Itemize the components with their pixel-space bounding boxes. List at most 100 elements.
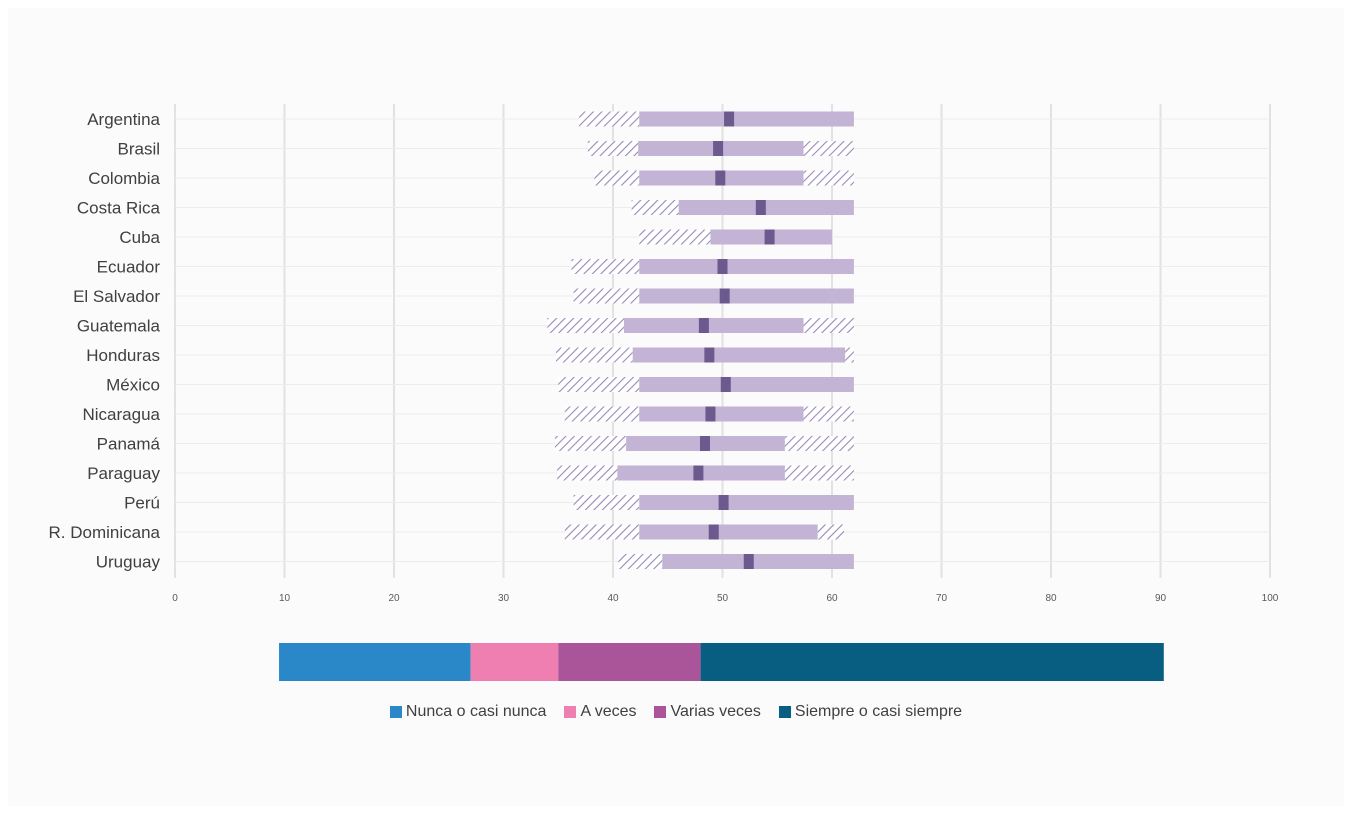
- bar-tail-low: [571, 259, 640, 274]
- bar-tail-low: [594, 170, 640, 186]
- bar-tail-low: [557, 465, 618, 481]
- bar-mean-marker: [724, 111, 735, 127]
- bar-mean-marker: [713, 141, 724, 156]
- bar-tail-high: [803, 406, 854, 422]
- bar-interquartile: [639, 111, 854, 127]
- legend-item: Varias veces: [654, 703, 761, 721]
- x-tick-label: 20: [388, 593, 400, 604]
- bar-interquartile: [639, 495, 854, 510]
- bar-mean-marker: [715, 170, 726, 186]
- legend-swatch-a-veces: [564, 706, 577, 718]
- x-tick-label: 90: [1155, 593, 1167, 604]
- category-label: Argentina: [87, 110, 160, 129]
- bar-tail-high: [784, 465, 854, 481]
- bar-tail-low: [573, 495, 640, 510]
- bar-tail-high: [784, 436, 854, 451]
- bar-tail-low: [618, 554, 663, 569]
- legend: Nunca o casi nunca A veces Varias veces …: [0, 703, 1352, 721]
- scale-bar: [279, 643, 1164, 681]
- x-tick-label: 10: [279, 593, 291, 604]
- category-label: México: [106, 376, 160, 395]
- bar-tail-low: [573, 288, 640, 304]
- bar-mean-marker: [755, 200, 766, 215]
- category-label: R. Dominicana: [49, 523, 161, 542]
- legend-item: A veces: [564, 703, 636, 721]
- category-labels: Argentina Brasil Colombia Costa Rica Cuba Ecu…: [49, 110, 161, 572]
- legend-item: Siempre o casi siempre: [778, 703, 963, 721]
- bar-tail-high: [803, 141, 854, 156]
- bar-mean-marker: [719, 288, 730, 304]
- bar-tail-low: [564, 406, 640, 422]
- bar-tail-low: [556, 347, 633, 363]
- x-tick-label: 30: [498, 593, 510, 604]
- bar-mean-marker: [720, 377, 731, 392]
- bar-tail-low: [579, 111, 640, 127]
- bar-interquartile: [639, 524, 818, 540]
- category-label: Colombia: [88, 169, 160, 188]
- bar-mean-marker: [718, 495, 729, 510]
- legend-label: A veces: [580, 703, 637, 720]
- category-label: Costa Rica: [77, 199, 161, 218]
- legend-swatch-siempre: [778, 706, 791, 718]
- x-tick-label: 40: [607, 593, 619, 604]
- bar-interquartile: [623, 318, 804, 333]
- category-label: Ecuador: [97, 258, 161, 277]
- category-label: Brasil: [117, 140, 160, 159]
- bar-tail-high: [817, 524, 845, 540]
- bar-tail-high: [803, 170, 854, 186]
- x-tick-labels: 0 10 20 30 40 50 60 70 80 90 100: [172, 593, 1279, 604]
- x-tick-label: 50: [717, 593, 729, 604]
- bar-tail-low: [631, 200, 679, 215]
- category-label: Cuba: [119, 228, 160, 247]
- x-tick-label: 0: [172, 593, 178, 604]
- bar-interquartile: [632, 347, 846, 363]
- x-tick-label: 100: [1262, 593, 1279, 604]
- legend-swatch-varias-veces: [654, 706, 667, 718]
- bar-interquartile: [678, 200, 854, 215]
- bar-tail-low: [547, 318, 624, 333]
- bar-tail-low: [639, 229, 711, 245]
- bar-mean-marker: [705, 406, 716, 422]
- bar-mean-marker: [699, 436, 710, 451]
- category-label: Honduras: [86, 346, 160, 365]
- bar-mean-marker: [704, 347, 715, 363]
- category-label: Guatemala: [77, 317, 161, 336]
- bar-interquartile: [639, 406, 804, 422]
- category-label: Paraguay: [87, 464, 160, 483]
- legend-item: Nunca o casi nunca: [389, 703, 547, 721]
- bar-tail-low: [564, 524, 640, 540]
- bar-tail-low: [558, 377, 640, 392]
- category-label: Perú: [124, 494, 160, 513]
- bar-tail-low: [587, 141, 639, 156]
- x-tick-label: 70: [936, 593, 948, 604]
- bar-tail-high: [845, 347, 854, 363]
- bar-interquartile: [639, 259, 854, 274]
- bar-mean-marker: [743, 554, 754, 569]
- legend-swatch-nunca: [389, 706, 402, 718]
- bar-mean-marker: [764, 229, 775, 245]
- bar-mean-marker: [698, 318, 709, 333]
- x-tick-label: 80: [1045, 593, 1057, 604]
- bar-interquartile: [639, 288, 854, 304]
- bars: [547, 111, 854, 569]
- category-label: El Salvador: [73, 287, 160, 306]
- bar-tail-low: [554, 436, 627, 451]
- bar-mean-marker: [693, 465, 704, 481]
- scale-segment: [279, 643, 471, 681]
- bar-interquartile: [639, 377, 854, 392]
- category-label: Nicaragua: [83, 405, 161, 424]
- legend-label: Nunca o casi nunca: [405, 703, 547, 720]
- bar-interquartile: [662, 554, 854, 569]
- scale-segment: [700, 643, 1164, 681]
- bar-tail-high: [803, 318, 854, 333]
- legend-label: Siempre o casi siempre: [794, 703, 963, 720]
- bar-mean-marker: [708, 524, 719, 540]
- legend-label: Varias veces: [670, 703, 761, 720]
- category-label: Uruguay: [96, 553, 161, 572]
- bar-mean-marker: [717, 259, 728, 274]
- category-label: Panamá: [97, 435, 161, 454]
- scale-segment: [558, 643, 701, 681]
- scale-segment: [470, 643, 559, 681]
- x-tick-label: 60: [826, 593, 838, 604]
